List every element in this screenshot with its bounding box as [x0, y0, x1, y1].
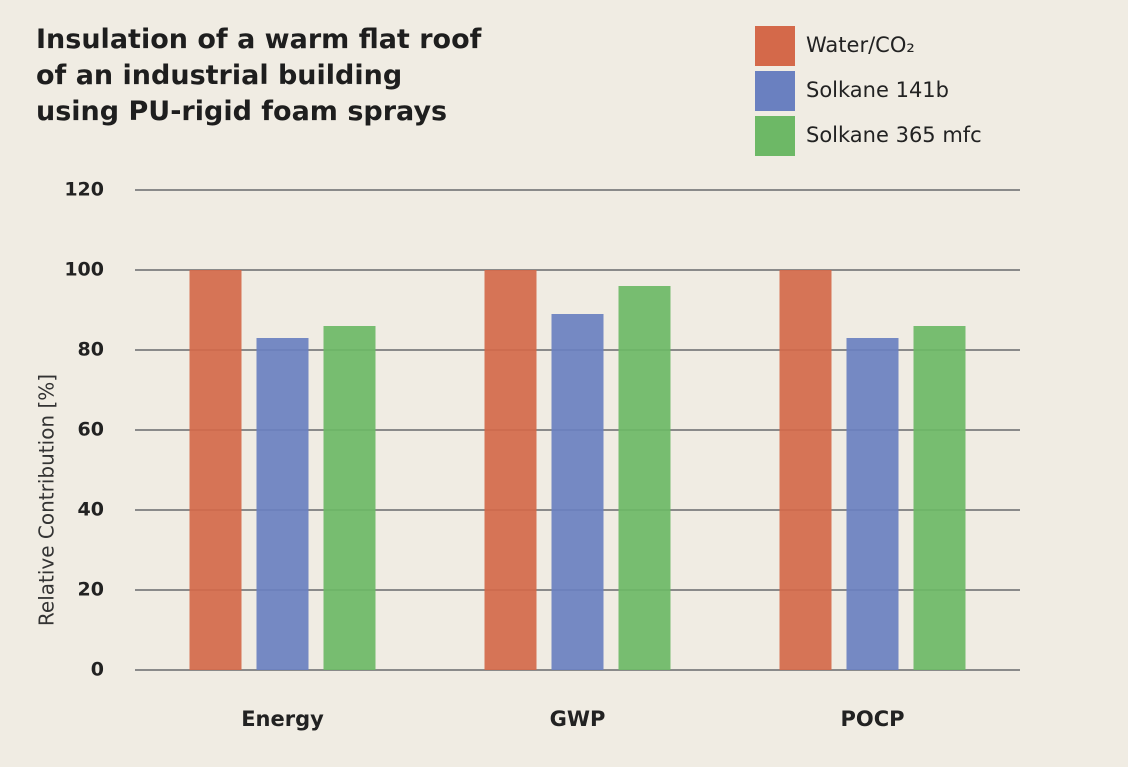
- y-tick-label: 120: [64, 179, 104, 201]
- bar: [552, 314, 604, 670]
- bar: [914, 326, 966, 670]
- bar: [619, 286, 671, 670]
- y-tick-label: 20: [78, 579, 104, 601]
- y-tick-label: 60: [78, 419, 104, 441]
- y-tick-label: 40: [78, 499, 104, 521]
- x-tick-label: POCP: [840, 707, 904, 731]
- bar: [780, 270, 832, 670]
- chart-title: Insulation of a warm flat roof: [36, 24, 482, 55]
- x-tick-label: Energy: [241, 707, 324, 731]
- chart-title: using PU-rigid foam sprays: [36, 96, 447, 127]
- bar: [847, 338, 899, 670]
- bar: [257, 338, 309, 670]
- y-tick-label: 100: [64, 259, 104, 281]
- legend-label: Solkane 365 mfc: [806, 123, 982, 147]
- legend-swatch: [755, 26, 795, 66]
- y-tick-label: 0: [91, 659, 104, 681]
- y-tick-label: 80: [78, 339, 104, 361]
- bar: [324, 326, 376, 670]
- bar: [485, 270, 537, 670]
- y-axis-label: Relative Contribution [%]: [35, 374, 59, 626]
- chart: Insulation of a warm flat roof of an ind…: [0, 0, 1128, 767]
- chart-title: of an industrial building: [36, 60, 402, 91]
- x-tick-label: GWP: [550, 707, 606, 731]
- legend-label: Solkane 141b: [806, 78, 949, 102]
- bar: [190, 270, 242, 670]
- legend-label: Water/CO₂: [806, 33, 915, 57]
- legend-swatch: [755, 116, 795, 156]
- legend-swatch: [755, 71, 795, 111]
